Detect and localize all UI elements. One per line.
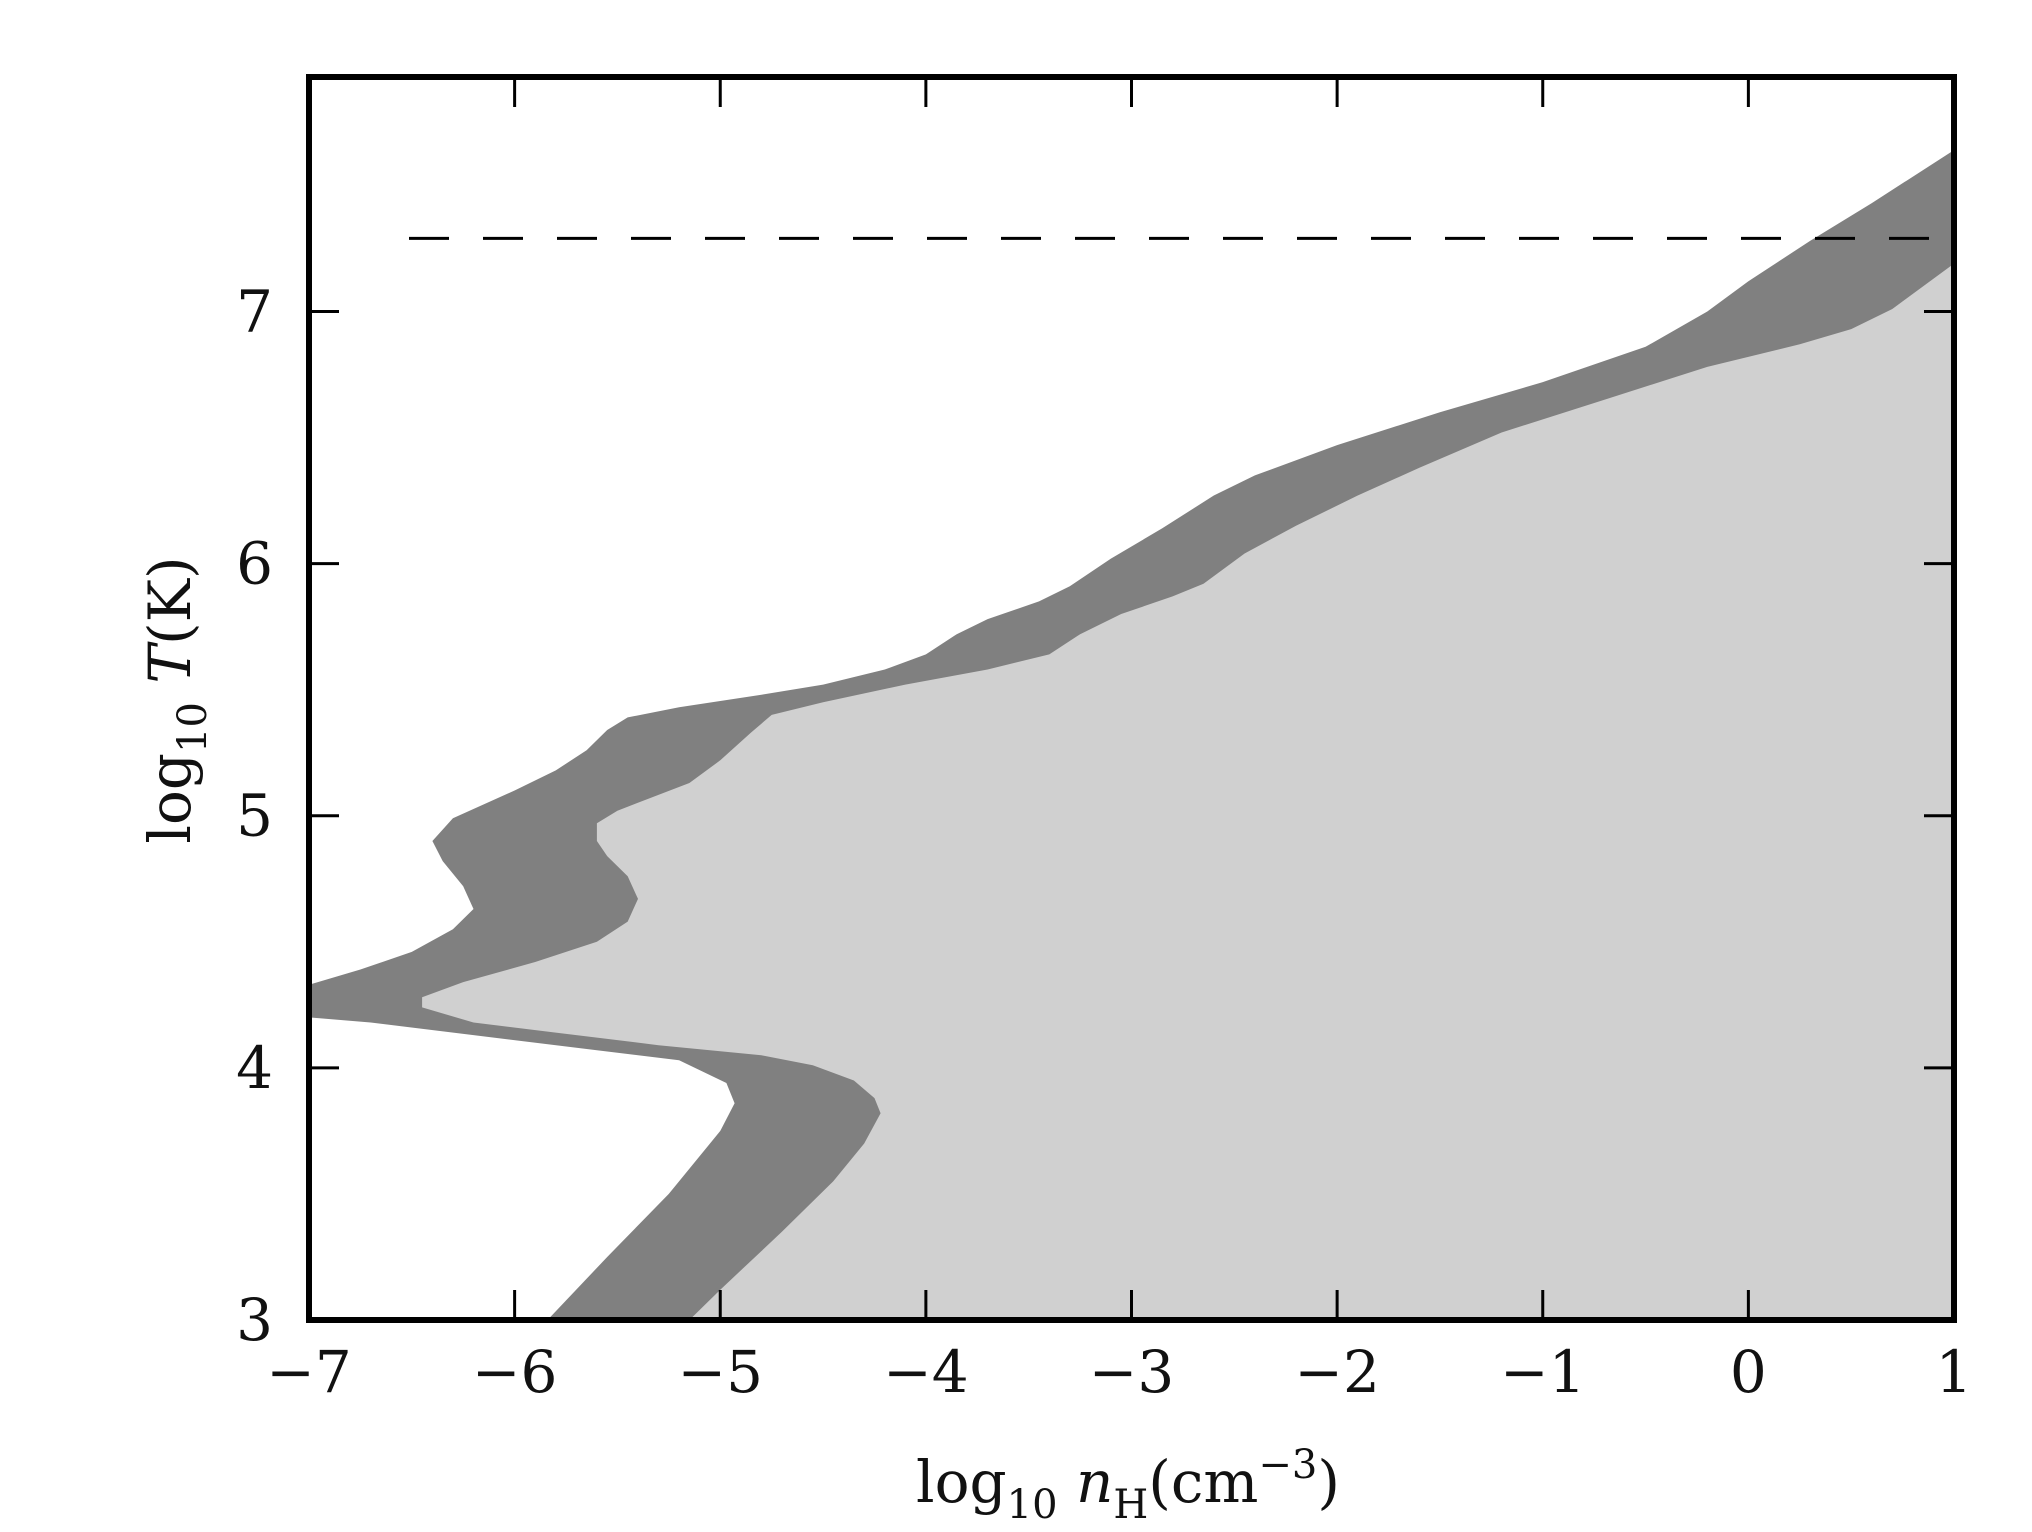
x-tick-label: 0 [1730, 1338, 1767, 1406]
x-tick-label: −5 [678, 1338, 764, 1406]
x-tick-label: 1 [1936, 1338, 1973, 1406]
x-tick-label: −2 [1294, 1338, 1380, 1406]
x-tick-label: −3 [1089, 1338, 1175, 1406]
y-tick-label: 4 [236, 1034, 273, 1102]
light-region [422, 263, 1954, 1320]
x-tick-label: −1 [1500, 1338, 1586, 1406]
y-tick-label: 3 [236, 1286, 273, 1354]
y-tick-label: 5 [236, 782, 273, 850]
x-axis-title: log10 nH(cm−3) [916, 1442, 1340, 1528]
y-tick-label: 7 [236, 277, 273, 345]
tick-labels: −7 −6 −5 −4 −3 −2 −1 0 1 3 4 5 6 7 [236, 277, 1972, 1406]
x-tick-label: −7 [266, 1338, 352, 1406]
x-tick-label: −6 [472, 1338, 558, 1406]
y-axis-title: log10 T(K) [136, 556, 216, 843]
x-tick-label: −4 [883, 1338, 969, 1406]
plot-frame [306, 74, 1957, 1323]
y-tick-label: 6 [236, 530, 273, 598]
